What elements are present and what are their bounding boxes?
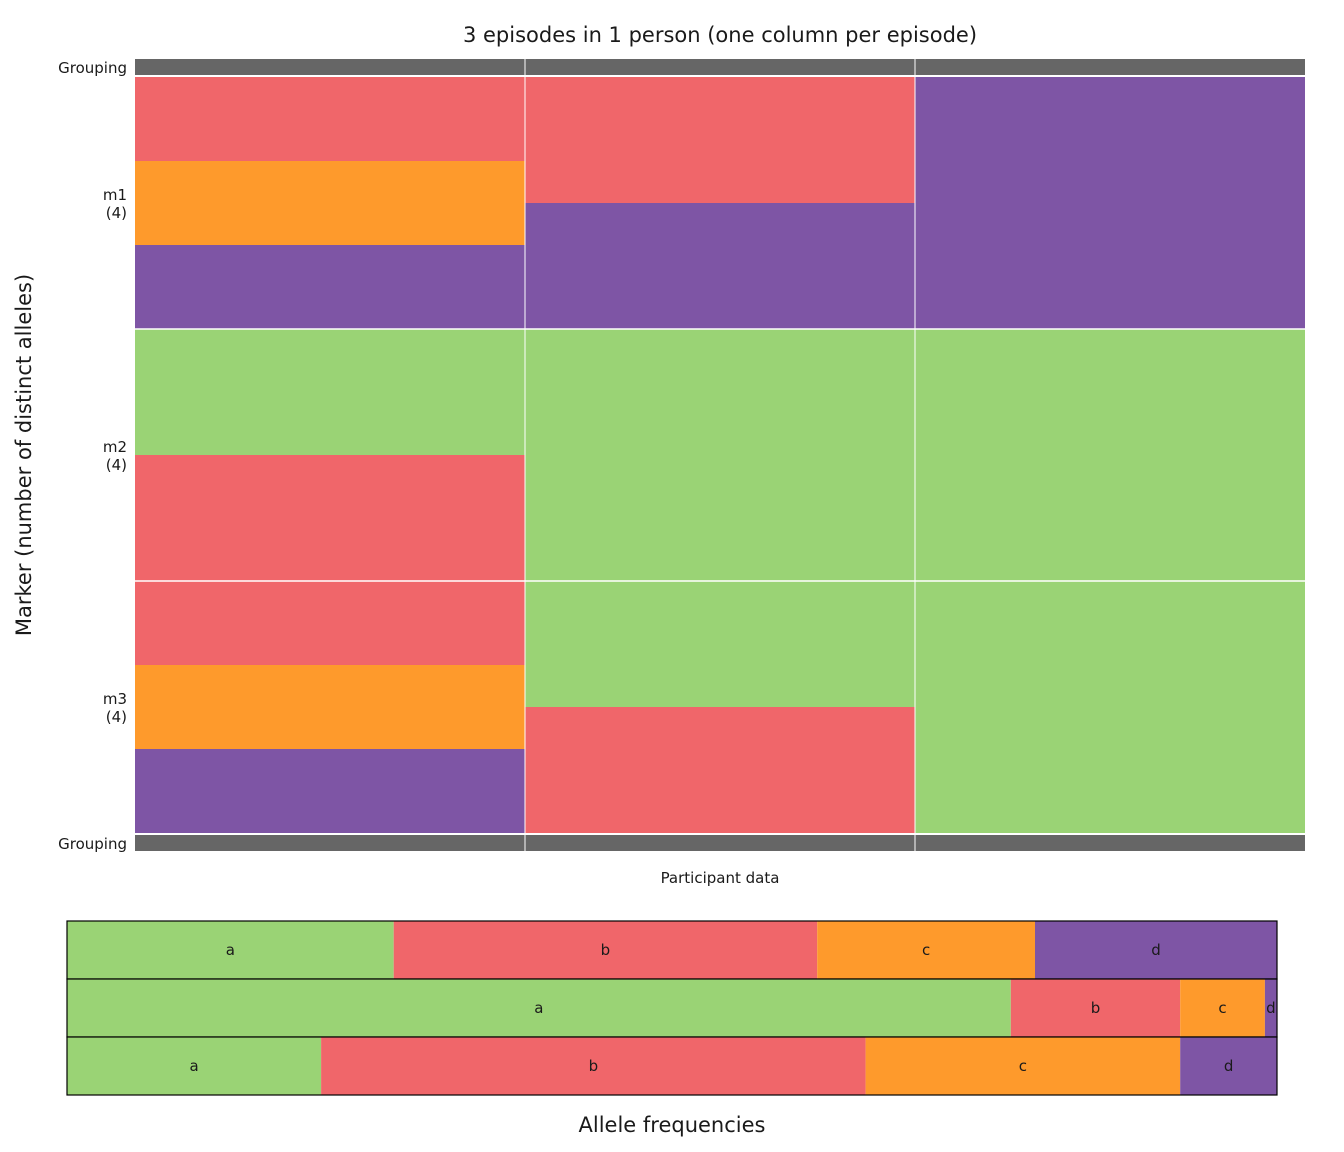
x-axis-label: Participant data	[661, 869, 780, 887]
y-axis-label: Marker (number of distinct alleles)	[12, 274, 36, 636]
cell-m1-episode2-allele-b	[525, 77, 915, 203]
cell-m1-episode1-allele-b	[135, 77, 525, 161]
grouping-label-bottom: Grouping	[58, 835, 127, 853]
marker-label-m3: m3	[103, 690, 127, 708]
freq-label-m2-c: c	[1218, 999, 1226, 1017]
cell-m3-episode2-allele-b	[525, 707, 915, 833]
freq-bar-m3-b	[321, 1037, 866, 1095]
freq-label-m1-d: d	[1151, 941, 1161, 959]
freq-bar-m1-a	[67, 921, 394, 979]
grouping-bar-bottom	[135, 835, 1305, 851]
marker-allele-count-m2: (4)	[106, 456, 127, 474]
freq-bar-m1-c	[817, 921, 1035, 979]
freq-bar-m3-d	[1180, 1037, 1277, 1095]
frequency-axis-label: Allele frequencies	[579, 1113, 766, 1137]
marker-label-m2: m2	[103, 438, 127, 456]
cell-m3-episode1-allele-d	[135, 749, 525, 833]
freq-label-m3-b: b	[589, 1057, 599, 1075]
freq-bar-m2-a	[67, 979, 1011, 1037]
freq-label-m1-c: c	[922, 941, 930, 959]
cell-m1-episode1-allele-c	[135, 161, 525, 245]
freq-bar-m2-b	[1010, 979, 1181, 1037]
freq-label-m3-c: c	[1019, 1057, 1027, 1075]
freq-row-border-m3	[66, 1036, 1278, 1096]
freq-label-m1-a: a	[226, 941, 235, 959]
cell-m3-episode1-allele-c	[135, 665, 525, 749]
cell-m2-episode2-allele-a	[525, 329, 915, 581]
freq-label-m1-b: b	[601, 941, 611, 959]
freq-label-m3-a: a	[189, 1057, 198, 1075]
cell-m2-episode1-allele-a	[135, 329, 525, 455]
marker-labels: m1(4)m2(4)m3(4)	[103, 186, 127, 726]
cell-m3-episode3-allele-a	[915, 581, 1305, 833]
freq-label-m2-a: a	[534, 999, 543, 1017]
cell-m1-episode2-allele-d	[525, 203, 915, 329]
cell-m3-episode1-allele-b	[135, 581, 525, 665]
allele-frequency-bars: a b c d a b c d a b c d	[66, 920, 1278, 1096]
freq-bar-m3-c	[865, 1037, 1181, 1095]
cell-m1-episode1-allele-d	[135, 245, 525, 329]
freq-bar-m2-c	[1180, 979, 1265, 1037]
freq-bar-m3-a	[67, 1037, 322, 1095]
cell-m3-episode2-allele-a	[525, 581, 915, 707]
marker-label-m1: m1	[103, 186, 127, 204]
marker-allele-count-m3: (4)	[106, 708, 127, 726]
heatmap-cells	[135, 59, 1305, 851]
freq-label-m2-b: b	[1091, 999, 1101, 1017]
cell-m1-episode3-allele-d	[915, 77, 1305, 329]
cell-m2-episode1-allele-b	[135, 455, 525, 581]
cell-m2-episode3-allele-a	[915, 329, 1305, 581]
marker-allele-count-m1: (4)	[106, 204, 127, 222]
grouping-bar-top	[135, 59, 1305, 75]
freq-bar-m2-d	[1264, 979, 1277, 1037]
chart-title: 3 episodes in 1 person (one column per e…	[463, 23, 977, 47]
freq-label-m3-d: d	[1224, 1057, 1234, 1075]
grouping-label-top: Grouping	[58, 59, 127, 77]
freq-bar-m1-d	[1035, 921, 1277, 979]
freq-bar-m1-b	[393, 921, 818, 979]
freq-label-m2-d: d	[1266, 999, 1276, 1017]
